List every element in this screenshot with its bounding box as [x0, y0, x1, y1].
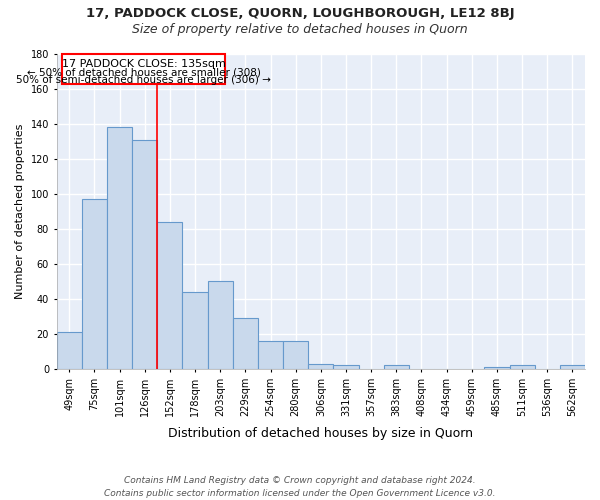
Text: ← 50% of detached houses are smaller (308): ← 50% of detached houses are smaller (30… — [26, 67, 260, 77]
Text: 50% of semi-detached houses are larger (306) →: 50% of semi-detached houses are larger (… — [16, 75, 271, 85]
Bar — [107, 128, 132, 369]
Bar — [308, 364, 334, 369]
Bar — [132, 140, 157, 369]
Text: 17 PADDOCK CLOSE: 135sqm: 17 PADDOCK CLOSE: 135sqm — [62, 59, 226, 69]
Bar — [233, 318, 258, 369]
Bar — [509, 366, 535, 369]
Text: Contains HM Land Registry data © Crown copyright and database right 2024.
Contai: Contains HM Land Registry data © Crown c… — [104, 476, 496, 498]
Bar — [334, 366, 359, 369]
Text: 17, PADDOCK CLOSE, QUORN, LOUGHBOROUGH, LE12 8BJ: 17, PADDOCK CLOSE, QUORN, LOUGHBOROUGH, … — [86, 8, 514, 20]
Bar — [384, 366, 409, 369]
Bar — [182, 292, 208, 369]
Bar — [157, 222, 182, 369]
Bar — [560, 366, 585, 369]
Text: Size of property relative to detached houses in Quorn: Size of property relative to detached ho… — [132, 22, 468, 36]
Bar — [82, 199, 107, 369]
Bar — [258, 341, 283, 369]
Bar — [208, 282, 233, 369]
FancyBboxPatch shape — [62, 54, 225, 84]
Bar — [283, 341, 308, 369]
Bar — [484, 367, 509, 369]
Bar — [56, 332, 82, 369]
Y-axis label: Number of detached properties: Number of detached properties — [15, 124, 25, 299]
X-axis label: Distribution of detached houses by size in Quorn: Distribution of detached houses by size … — [169, 427, 473, 440]
